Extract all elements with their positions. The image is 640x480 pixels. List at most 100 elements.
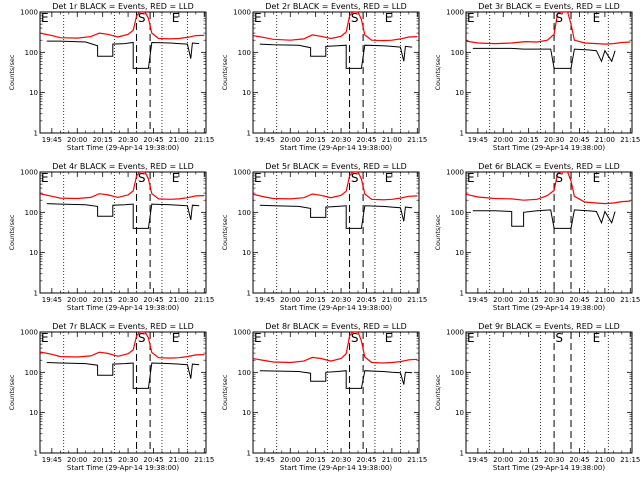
x-tick-label: 19:45 xyxy=(255,296,275,304)
panel-title: Det 9r BLACK = Events, RED = LLD xyxy=(478,322,620,331)
y-tick-label: 10 xyxy=(242,89,251,97)
panel-svg: Det 2r BLACK = Events, RED = LLD 1 10 100 10… xyxy=(221,2,427,152)
x-tick-label: 20:00 xyxy=(67,456,87,464)
panel-svg: Det 6r BLACK = Events, RED = LLD 1 10 100 10… xyxy=(434,162,640,312)
x-tick-label: 20:15 xyxy=(93,456,113,464)
panel-svg: Det 5r BLACK = Events, RED = LLD 1 10 100 10… xyxy=(221,162,427,312)
x-tick-label: 21:15 xyxy=(407,296,427,304)
panel-svg: Det 7r BLACK = Events, RED = LLD 1 10 100 10… xyxy=(8,322,214,472)
y-tick-label: 100 xyxy=(25,209,38,217)
plot-frame xyxy=(39,11,207,134)
y-tick-label: 1 xyxy=(34,450,38,458)
phase-marker-e: E xyxy=(593,331,601,345)
x-tick-label: 20:00 xyxy=(280,456,300,464)
x-tick-label: 20:30 xyxy=(331,296,351,304)
phase-marker-e: E xyxy=(385,331,393,345)
x-tick-label: 20:45 xyxy=(569,456,589,464)
y-tick-label: 1000 xyxy=(233,9,251,17)
y-tick-label: 1 xyxy=(34,130,38,138)
detector-panel-7: Det 7r BLACK = Events, RED = LLD 1 10 100 10… xyxy=(0,320,214,480)
x-tick-label: 21:15 xyxy=(407,456,427,464)
detector-panel-4: Det 4r BLACK = Events, RED = LLD 1 10 100 10… xyxy=(0,160,214,320)
phase-marker-e: E xyxy=(385,171,393,185)
x-tick-label: 21:00 xyxy=(595,456,615,464)
x-tick-label: 21:15 xyxy=(407,136,427,144)
phase-marker-e: E xyxy=(593,11,601,25)
events-series-line xyxy=(259,370,413,389)
y-axis-label: Counts/sec xyxy=(221,214,229,250)
x-tick-label: 21:00 xyxy=(382,296,402,304)
phase-marker-s: S xyxy=(555,171,563,185)
lld-series-line xyxy=(466,172,631,205)
panel-title: Det 7r BLACK = Events, RED = LLD xyxy=(52,322,194,331)
panel-svg: Det 8r BLACK = Events, RED = LLD 1 10 100 10… xyxy=(221,322,427,472)
phase-marker-e: E xyxy=(172,171,180,185)
detector-panel-6: Det 6r BLACK = Events, RED = LLD 1 10 100 10… xyxy=(426,160,640,320)
x-tick-label: 20:15 xyxy=(519,136,539,144)
x-tick-label: 21:15 xyxy=(194,136,214,144)
y-tick-label: 1 xyxy=(247,130,251,138)
x-tick-label: 21:00 xyxy=(169,456,189,464)
x-tick-label: 20:45 xyxy=(569,136,589,144)
events-series-line xyxy=(46,362,200,389)
y-tick-label: 1000 xyxy=(446,169,464,177)
y-tick-label: 1 xyxy=(460,290,464,298)
x-tick-label: 21:00 xyxy=(382,136,402,144)
x-tick-label: 20:30 xyxy=(118,456,138,464)
x-tick-label: 20:30 xyxy=(544,136,564,144)
panel-title: Det 8r BLACK = Events, RED = LLD xyxy=(265,322,407,331)
events-series-line xyxy=(259,204,413,229)
detector-panel-2: Det 2r BLACK = Events, RED = LLD 1 10 100 10… xyxy=(213,0,427,160)
y-tick-label: 10 xyxy=(455,89,464,97)
y-tick-label: 100 xyxy=(25,49,38,57)
panel-svg: Det 1r BLACK = Events, RED = LLD 1 10 100 10… xyxy=(8,2,214,152)
phase-marker-e: E xyxy=(467,171,475,185)
y-axis-label: Counts/sec xyxy=(8,374,16,410)
plot-frame xyxy=(465,331,633,454)
plot-frame xyxy=(252,331,420,454)
x-tick-label: 20:00 xyxy=(493,136,513,144)
lld-series-line xyxy=(466,12,631,45)
x-tick-label: 20:15 xyxy=(93,136,113,144)
panel-title: Det 4r BLACK = Events, RED = LLD xyxy=(52,162,194,171)
plot-frame xyxy=(465,11,633,134)
events-series-line xyxy=(46,40,200,69)
x-tick-label: 21:00 xyxy=(382,456,402,464)
detector-panel-5: Det 5r BLACK = Events, RED = LLD 1 10 100 10… xyxy=(213,160,427,320)
phase-marker-e: E xyxy=(41,171,49,185)
x-tick-label: 21:00 xyxy=(169,136,189,144)
x-tick-label: 19:45 xyxy=(468,456,488,464)
phase-marker-s: S xyxy=(138,331,146,345)
plot-frame xyxy=(252,11,420,134)
y-tick-label: 1 xyxy=(247,290,251,298)
y-tick-label: 1000 xyxy=(20,9,38,17)
y-tick-label: 1000 xyxy=(233,329,251,337)
x-tick-label: 19:45 xyxy=(468,136,488,144)
x-tick-label: 20:30 xyxy=(331,136,351,144)
x-tick-label: 20:15 xyxy=(519,296,539,304)
x-tick-label: 20:45 xyxy=(569,296,589,304)
x-tick-label: 21:15 xyxy=(620,296,640,304)
phase-marker-e: E xyxy=(254,171,262,185)
x-tick-label: 21:00 xyxy=(595,136,615,144)
panel-title: Det 3r BLACK = Events, RED = LLD xyxy=(478,2,620,11)
y-axis-label: Counts/sec xyxy=(8,214,16,250)
x-tick-label: 20:00 xyxy=(280,296,300,304)
y-tick-label: 100 xyxy=(25,369,38,377)
y-tick-label: 10 xyxy=(29,89,38,97)
x-tick-label: 21:15 xyxy=(194,456,214,464)
phase-marker-e: E xyxy=(467,11,475,25)
x-tick-label: 20:30 xyxy=(331,456,351,464)
y-axis-label: Counts/sec xyxy=(221,54,229,90)
detector-panel-3: Det 3r BLACK = Events, RED = LLD 1 10 100 10… xyxy=(426,0,640,160)
y-axis-label: Counts/sec xyxy=(434,374,442,410)
x-tick-label: 21:00 xyxy=(169,296,189,304)
lld-series-line xyxy=(40,172,205,200)
x-tick-label: 20:30 xyxy=(544,296,564,304)
x-axis-label: Start Time (29-Apr-14 19:38:00) xyxy=(280,304,392,312)
panel-svg: Det 3r BLACK = Events, RED = LLD 1 10 100 10… xyxy=(434,2,640,152)
phase-marker-e: E xyxy=(385,11,393,25)
x-tick-label: 20:15 xyxy=(519,456,539,464)
x-tick-label: 20:15 xyxy=(306,456,326,464)
panel-title: Det 1r BLACK = Events, RED = LLD xyxy=(52,2,194,11)
